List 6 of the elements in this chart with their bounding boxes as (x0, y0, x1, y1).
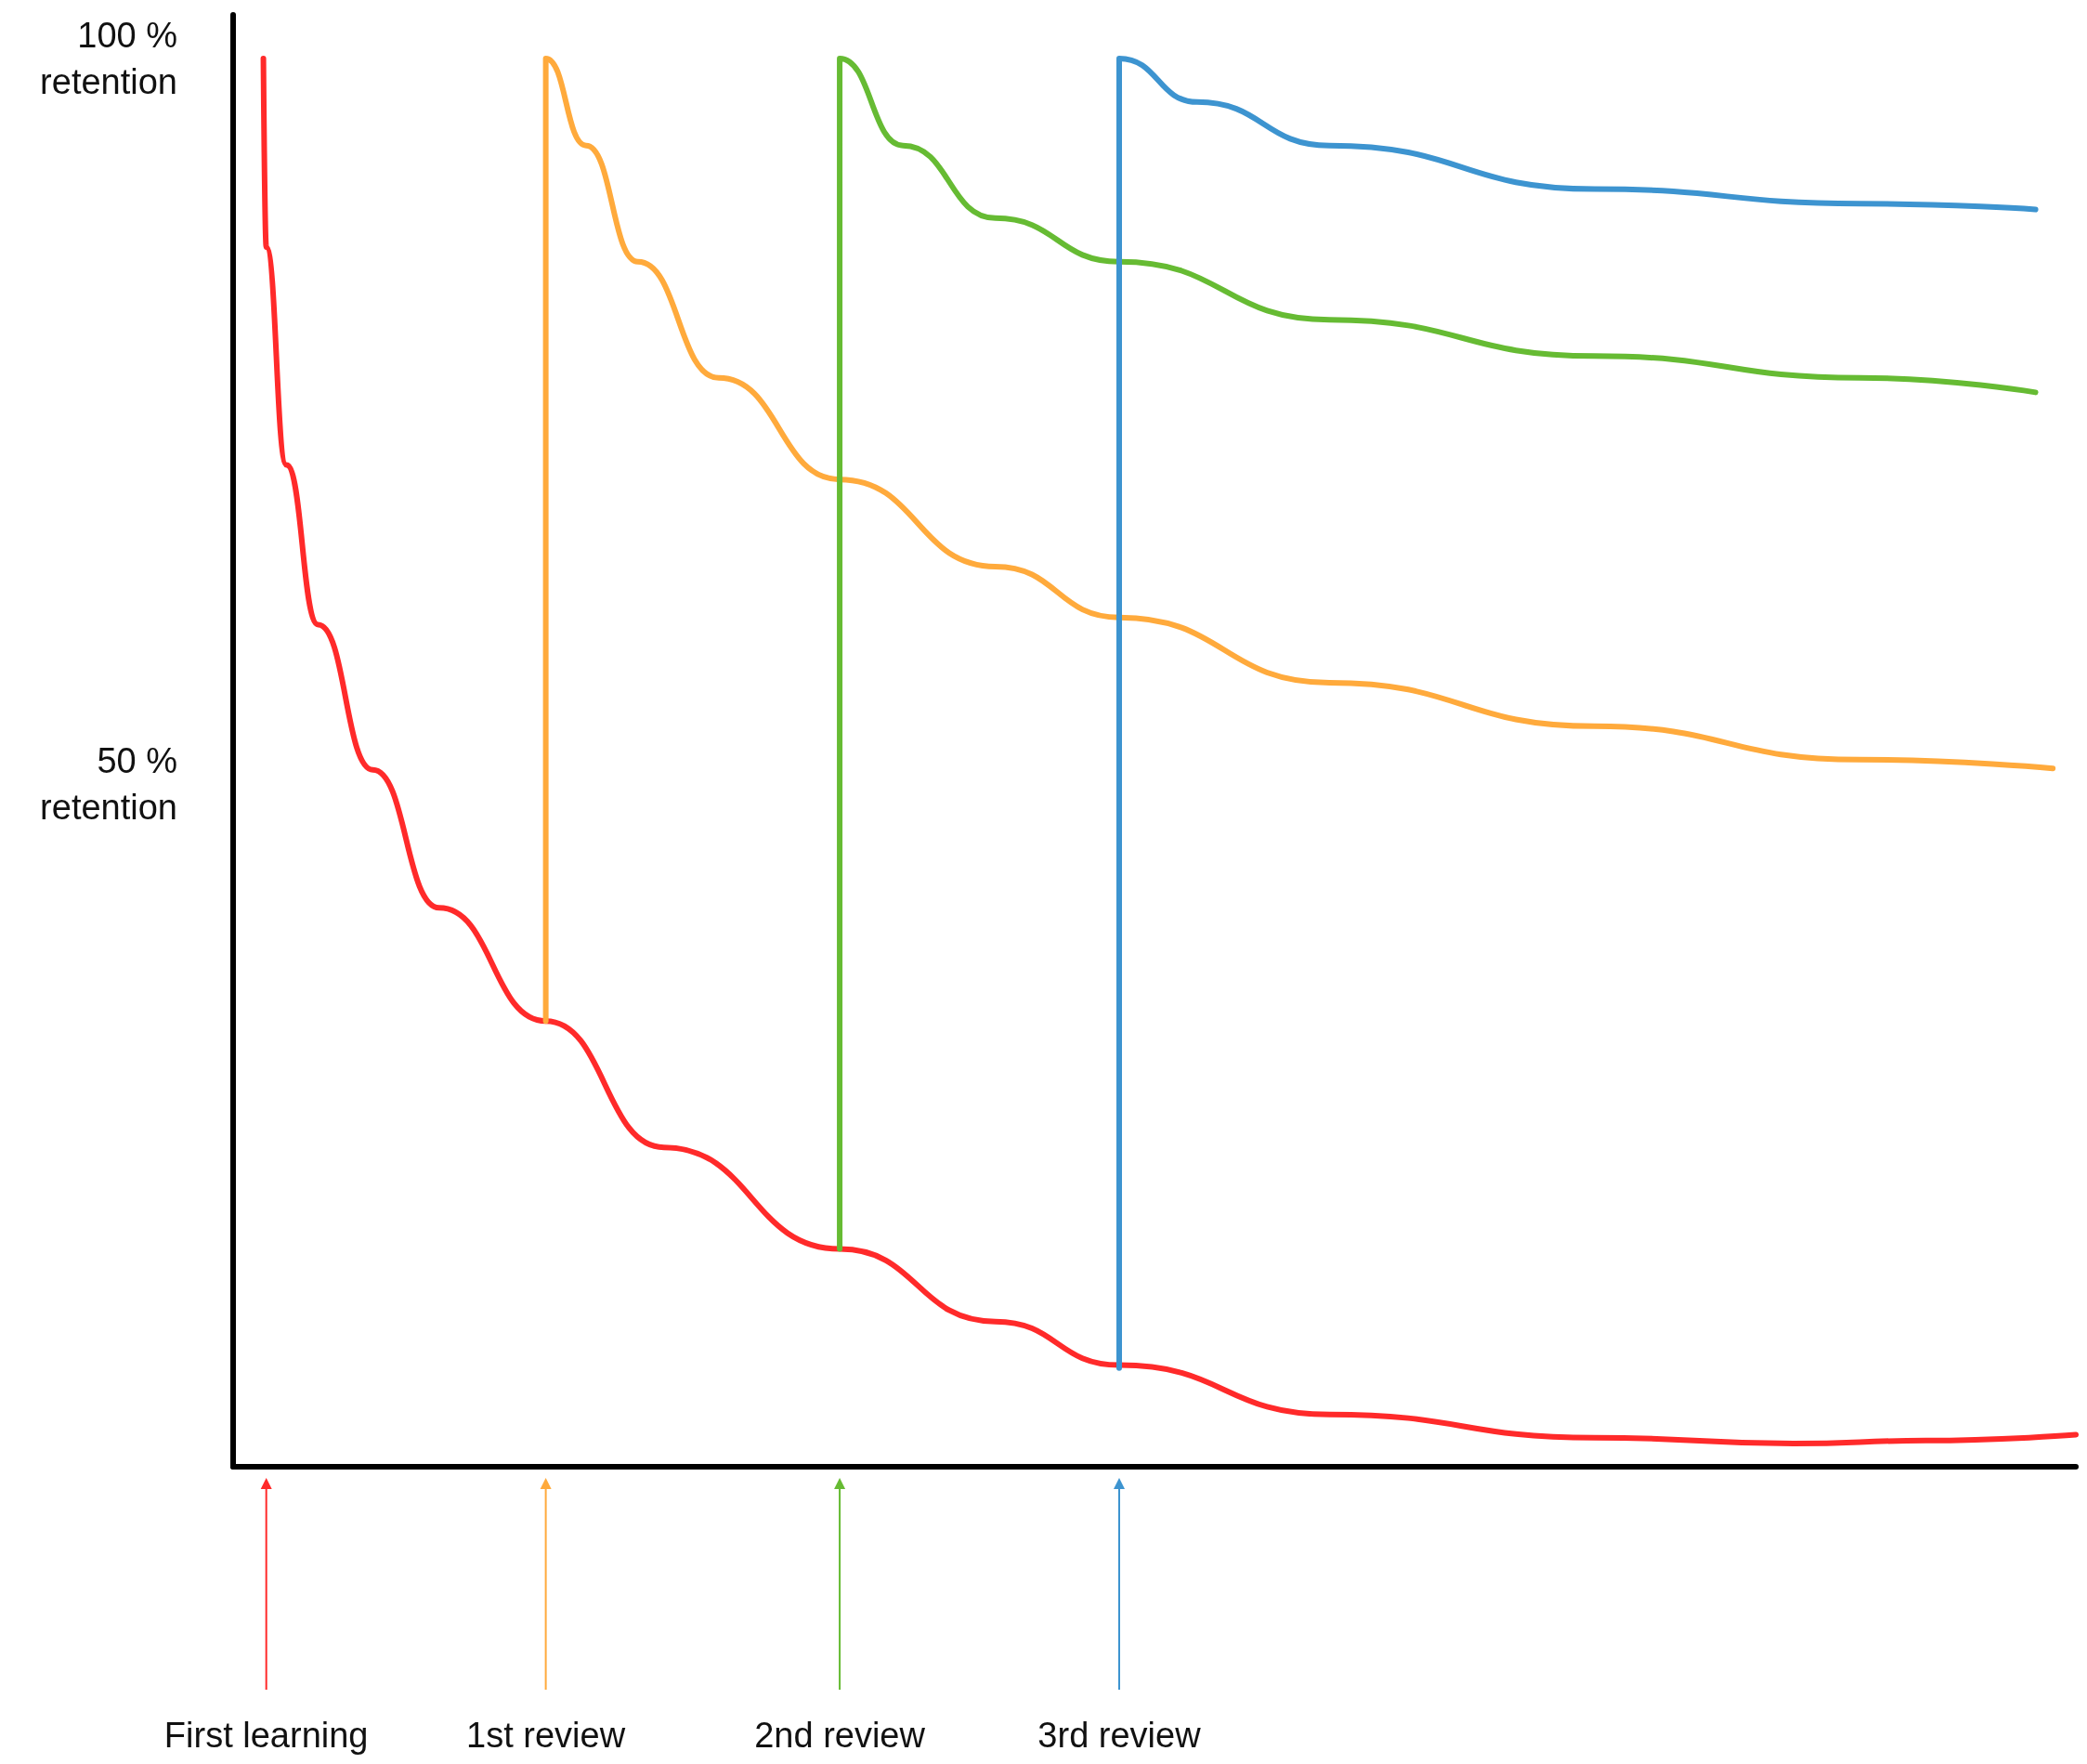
x-tick-label: 1st review (466, 1716, 626, 1755)
x-tick-label: First learning (163, 1716, 369, 1755)
x-tick-label: 2nd review (754, 1716, 926, 1755)
x-tick-label: 3rd review (1037, 1716, 1202, 1755)
y-tick-label: 100 % retention (40, 15, 177, 101)
y-tick-label: 50 % retention (40, 741, 177, 828)
